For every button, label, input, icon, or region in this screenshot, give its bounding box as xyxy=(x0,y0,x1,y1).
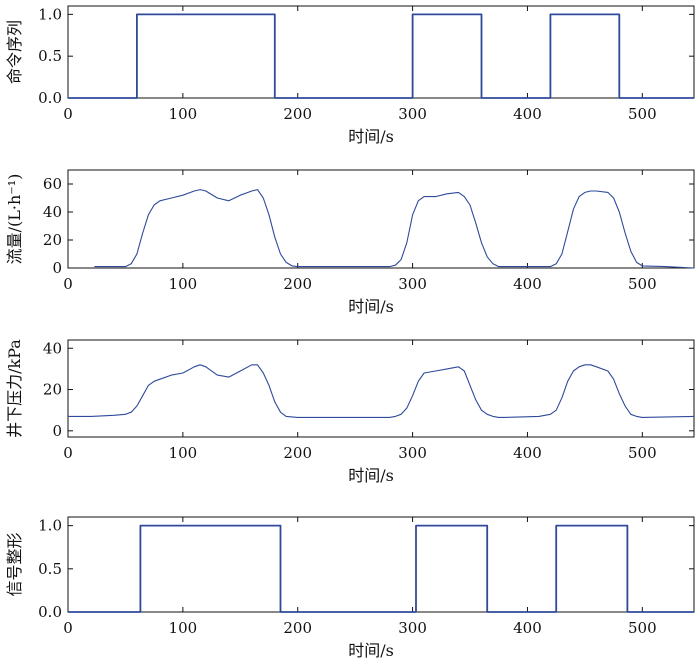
x-tick-label: 400 xyxy=(513,619,542,637)
x-tick-label: 200 xyxy=(283,105,312,123)
series-line xyxy=(68,364,695,418)
y-tick-label: 0 xyxy=(52,422,62,440)
x-tick-label: 300 xyxy=(398,444,427,462)
x-axis-title: 时间/s xyxy=(348,127,394,146)
plot-frame xyxy=(67,339,695,438)
x-tick-label: 300 xyxy=(398,619,427,637)
y-tick-label: 0 xyxy=(52,259,62,277)
x-tick-label: 500 xyxy=(628,105,657,123)
x-tick-label: 200 xyxy=(283,275,312,293)
x-tick-label: 500 xyxy=(628,444,657,462)
y-tick-label: 0.0 xyxy=(38,603,62,621)
x-tick-label: 0 xyxy=(63,619,73,637)
y-tick-label: 0.5 xyxy=(38,47,62,65)
chart-panel-2: 0 100 200 300 400 500 0 20 40 60 时间/s 流量/(L·h⁻¹) xyxy=(5,169,695,316)
x-tick-label: 100 xyxy=(169,619,198,637)
y-tick-label: 60 xyxy=(43,175,62,193)
x-tick-label: 0 xyxy=(63,444,73,462)
x-tick-label: 0 xyxy=(63,275,73,293)
x-tick-label: 100 xyxy=(169,105,198,123)
x-tick-label: 200 xyxy=(283,444,312,462)
series-line xyxy=(68,524,694,613)
chart-panel-1: 0 100 200 300 400 500 0.0 0.5 1.0 时间/s 命令序列 xyxy=(5,5,695,146)
y-axis-title: 信号整形 xyxy=(5,532,24,596)
x-tick-label: 100 xyxy=(169,275,198,293)
x-tick-label: 300 xyxy=(398,275,427,293)
y-tick-label: 20 xyxy=(43,231,62,249)
y-axis-title: 命令序列 xyxy=(5,20,24,84)
x-tick-label: 100 xyxy=(169,444,198,462)
y-tick-label: 0.5 xyxy=(38,560,62,578)
x-tick-label: 300 xyxy=(398,105,427,123)
y-tick-label: 1.0 xyxy=(38,5,62,23)
x-axis-title: 时间/s xyxy=(348,297,394,316)
x-axis-title: 时间/s xyxy=(348,466,394,485)
x-tick-label: 500 xyxy=(628,275,657,293)
series-line xyxy=(68,13,694,99)
x-tick-label: 500 xyxy=(628,619,657,637)
plot-frame xyxy=(67,516,695,613)
y-tick-label: 20 xyxy=(43,381,62,399)
chart-panel-3: 0 100 200 300 400 500 0 20 40 时间/s 井下压力/kPa xyxy=(5,339,695,485)
y-tick-label: 0.0 xyxy=(38,89,62,107)
plot-frame xyxy=(67,169,695,269)
x-tick-label: 400 xyxy=(513,275,542,293)
x-tick-label: 400 xyxy=(513,444,542,462)
y-axis-title: 井下压力/kPa xyxy=(5,339,24,438)
plot-frame xyxy=(67,5,695,99)
x-tick-label: 0 xyxy=(63,105,73,123)
series-line xyxy=(94,189,695,269)
y-tick-label: 40 xyxy=(43,339,62,357)
x-tick-label: 200 xyxy=(283,619,312,637)
y-tick-label: 1.0 xyxy=(38,517,62,535)
x-axis-title: 时间/s xyxy=(348,641,394,660)
x-tick-label: 400 xyxy=(513,105,542,123)
chart-panel-4: 0 100 200 300 400 500 0.0 0.5 1.0 时间/s 信号整形 xyxy=(5,516,695,660)
y-tick-label: 40 xyxy=(43,203,62,221)
y-axis-title: 流量/(L·h⁻¹) xyxy=(5,174,24,265)
